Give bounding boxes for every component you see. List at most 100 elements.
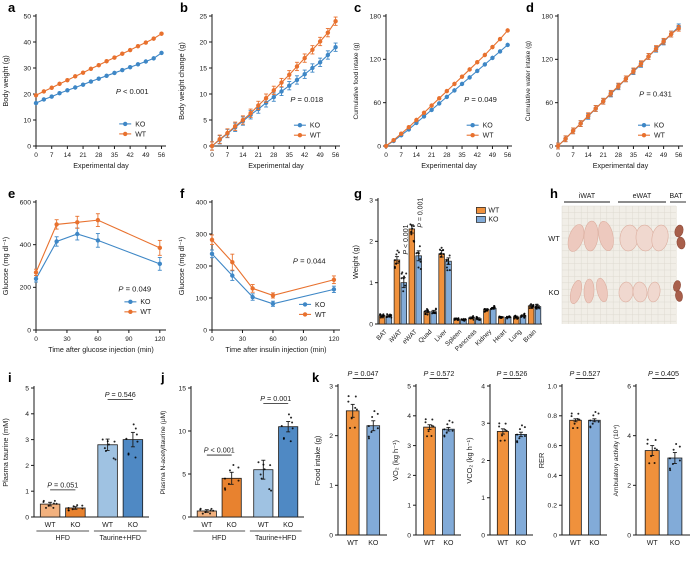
cumulative-water-intake-chart: 0 60 120 180 Cumulative water intake (g) 0 7 14… bbox=[525, 13, 683, 170]
svg-text:P = 0.049: P = 0.049 bbox=[118, 285, 151, 294]
svg-text:42: 42 bbox=[127, 152, 135, 159]
svg-text:WT: WT bbox=[548, 234, 560, 243]
svg-text:0: 0 bbox=[210, 152, 214, 159]
svg-text:21: 21 bbox=[255, 152, 263, 159]
svg-text:WT: WT bbox=[488, 207, 500, 214]
svg-text:2: 2 bbox=[25, 463, 29, 470]
panel-letter-h: h bbox=[550, 186, 558, 201]
svg-text:60: 60 bbox=[545, 100, 553, 107]
panel-letter-b: b bbox=[180, 0, 188, 15]
body-weight-chart: 0 10 20 30 40 50 Body weight (g) 0 7 14 21 28 35 42 49… bbox=[1, 13, 166, 170]
svg-text:Glucose (mg dl⁻¹): Glucose (mg dl⁻¹) bbox=[1, 237, 10, 296]
svg-text:42: 42 bbox=[301, 152, 309, 159]
svg-text:3: 3 bbox=[407, 443, 411, 450]
svg-text:5: 5 bbox=[203, 117, 207, 124]
svg-text:30: 30 bbox=[23, 65, 31, 72]
svg-text:0: 0 bbox=[203, 327, 207, 334]
svg-text:Food intake (g): Food intake (g) bbox=[313, 436, 322, 486]
svg-text:P = 0.572: P = 0.572 bbox=[423, 370, 454, 378]
svg-text:KO: KO bbox=[227, 522, 238, 529]
svg-text:WT: WT bbox=[258, 522, 270, 529]
svg-text:Taurine+HFD: Taurine+HFD bbox=[255, 535, 296, 542]
svg-text:Taurine+HFD: Taurine+HFD bbox=[100, 535, 141, 542]
svg-text:10: 10 bbox=[23, 117, 31, 124]
panel-letter-d: d bbox=[526, 0, 534, 15]
svg-text:1: 1 bbox=[329, 483, 333, 490]
panel-e: e 0 200 400 600 Glucose (mg dl⁻¹) 0 30 60 90 120 T… bbox=[0, 186, 176, 370]
svg-text:KO: KO bbox=[654, 123, 665, 130]
svg-text:7: 7 bbox=[50, 152, 54, 159]
svg-text:P = 0.044: P = 0.044 bbox=[293, 256, 326, 265]
svg-text:BAT: BAT bbox=[669, 193, 683, 200]
body-weight-change-chart: 0 5 10 15 20 25 Body weight change (g) 0 7 14 21 28… bbox=[177, 13, 340, 170]
svg-text:20: 20 bbox=[23, 91, 31, 98]
svg-text:0: 0 bbox=[25, 514, 29, 521]
panel-letter-a: a bbox=[8, 0, 16, 15]
k-rer-chart: 0 0.2 0.4 0.6 0.8 1.0 RER WT KO P = 0.527 bbox=[537, 370, 607, 547]
svg-text:0.6: 0.6 bbox=[548, 443, 558, 450]
svg-text:0: 0 bbox=[210, 336, 214, 343]
svg-text:Body weight (g): Body weight (g) bbox=[1, 55, 10, 106]
svg-text:0: 0 bbox=[34, 152, 38, 159]
panel-h: h iWAT eWAT BAT WT KO bbox=[546, 186, 693, 370]
k-vco2-chart: 0 1 2 3 4 VCO₂ (kg h⁻¹) WT KO P = 0.526 bbox=[465, 370, 533, 547]
svg-text:Experimental day: Experimental day bbox=[248, 161, 304, 170]
svg-text:0: 0 bbox=[553, 532, 557, 539]
svg-text:KO: KO bbox=[315, 302, 326, 309]
svg-text:42: 42 bbox=[645, 152, 653, 159]
panel-k-vo2: 0 1 2 3 4 5 VO₂ (kg h⁻¹) WT KO P = 0.572 bbox=[390, 370, 464, 561]
svg-text:180: 180 bbox=[370, 13, 382, 20]
svg-text:P < 0.001: P < 0.001 bbox=[204, 446, 235, 455]
panel-j: j 0 5 10 15 Plasma N-acetyltaurine (μM) WT KO W… bbox=[157, 370, 312, 561]
svg-text:WT: WT bbox=[201, 522, 213, 529]
svg-text:40: 40 bbox=[23, 39, 31, 46]
panel-letter-g: g bbox=[354, 186, 362, 201]
svg-text:KO: KO bbox=[140, 299, 151, 306]
tissue-photo: iWAT eWAT BAT WT KO bbox=[548, 193, 686, 324]
svg-text:15: 15 bbox=[178, 385, 186, 392]
svg-text:0: 0 bbox=[481, 532, 485, 539]
svg-text:25: 25 bbox=[199, 13, 207, 20]
glucose-tolerance-chart: 0 200 400 600 Glucose (mg dl⁻¹) 0 30 60 90 120Tim… bbox=[1, 199, 166, 354]
k-food-intake-chart: 0 1 2 3 Food intake (g) WT KO P = 0.047 bbox=[313, 370, 387, 547]
svg-text:WT: WT bbox=[424, 540, 436, 547]
panel-letter-f: f bbox=[180, 186, 185, 201]
svg-text:0: 0 bbox=[384, 152, 388, 159]
svg-text:P < 0.001: P < 0.001 bbox=[116, 87, 149, 96]
svg-text:28: 28 bbox=[443, 152, 451, 159]
svg-text:Experimental day: Experimental day bbox=[421, 161, 477, 170]
svg-text:7: 7 bbox=[571, 152, 575, 159]
svg-text:KO: KO bbox=[589, 540, 600, 547]
svg-text:50: 50 bbox=[23, 13, 31, 20]
panel-k-rer: 0 0.2 0.4 0.6 0.8 1.0 RER WT KO P = 0.527 bbox=[536, 370, 610, 561]
svg-text:0: 0 bbox=[182, 514, 186, 521]
svg-text:KO: KO bbox=[135, 121, 146, 128]
svg-text:KO: KO bbox=[128, 522, 139, 529]
svg-text:KO: KO bbox=[443, 540, 454, 547]
svg-text:WT: WT bbox=[647, 540, 659, 547]
panel-letter-c: c bbox=[354, 0, 362, 15]
svg-text:300: 300 bbox=[196, 231, 208, 238]
svg-text:2: 2 bbox=[627, 483, 631, 490]
svg-text:Ambulatory activity (10⁴): Ambulatory activity (10⁴) bbox=[613, 425, 620, 497]
svg-text:P = 0.001: P = 0.001 bbox=[260, 394, 291, 403]
svg-text:30: 30 bbox=[239, 336, 247, 343]
svg-text:Cumulative water intake (g): Cumulative water intake (g) bbox=[525, 41, 532, 121]
svg-text:P = 0.001: P = 0.001 bbox=[418, 198, 425, 228]
svg-text:35: 35 bbox=[286, 152, 294, 159]
svg-text:60: 60 bbox=[373, 100, 381, 107]
k-ambulatory-activity-chart: 0 2 4 6 Ambulatory activity (10⁴) WT KO P = 0.4… bbox=[613, 370, 690, 547]
svg-text:Quad: Quad bbox=[417, 328, 433, 344]
svg-text:P < 0.001: P < 0.001 bbox=[403, 224, 410, 254]
svg-text:90: 90 bbox=[300, 336, 308, 343]
svg-text:WT: WT bbox=[310, 133, 322, 140]
svg-text:eWAT: eWAT bbox=[633, 193, 652, 200]
svg-text:5: 5 bbox=[182, 471, 186, 478]
svg-text:5: 5 bbox=[25, 385, 29, 392]
svg-text:120: 120 bbox=[154, 336, 165, 343]
panel-g: g 0 1 2 3 Weight (g) BAT iWAT eWAT Quad Liver Sple… bbox=[350, 186, 546, 370]
svg-text:56: 56 bbox=[675, 152, 683, 159]
svg-text:4: 4 bbox=[407, 413, 411, 420]
svg-text:iWAT: iWAT bbox=[579, 193, 596, 200]
